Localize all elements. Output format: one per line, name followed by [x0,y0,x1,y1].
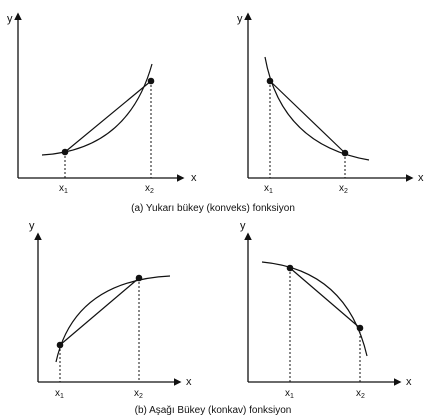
caption-top: (a) Yukarı bükey (konveks) fonksiyon [131,203,295,214]
x1-tick-label: x1 [264,183,273,195]
x1-tick-label: x1 [55,388,64,400]
y-axis-label: y [240,220,246,232]
x-axis-label: x [191,172,197,184]
chord [59,277,140,346]
y-axis-label: y [29,220,35,232]
chord [64,80,152,153]
point-x2 [147,77,155,85]
x-axis-label: x [418,172,424,184]
point-x1 [61,148,69,156]
panel-convex-decreasing: y x x1 x2 [237,12,424,195]
chord [289,267,361,329]
point-x1 [56,341,64,349]
x1-tick-label: x1 [59,183,68,195]
panel-concave-decreasing: y x x1 x2 [240,220,412,400]
panel-convex-increasing: y x x1 x2 [7,12,197,195]
caption-bottom: (b) Aşağı Bükey (konkav) fonksiyon [135,405,292,416]
point-x1 [286,264,294,272]
panel-concave-increasing: y x x1 x2 [29,220,192,400]
x2-tick-label: x2 [134,388,143,400]
x2-tick-label: x2 [145,183,154,195]
y-axis-label: y [7,13,13,25]
x-axis-label: x [406,376,412,388]
x1-tick-label: x1 [285,388,294,400]
x2-tick-label: x2 [356,388,365,400]
point-x2 [135,274,143,282]
x-axis-label: x [186,376,192,388]
x2-tick-label: x2 [339,183,348,195]
y-axis-label: y [237,13,243,25]
convex-curve [264,56,370,161]
point-x1 [266,77,274,85]
convex-curve [41,63,153,156]
point-x2 [341,149,349,157]
point-x2 [356,324,364,332]
concave-curve [261,261,368,357]
concave-curve [55,275,171,363]
chord [269,80,346,154]
